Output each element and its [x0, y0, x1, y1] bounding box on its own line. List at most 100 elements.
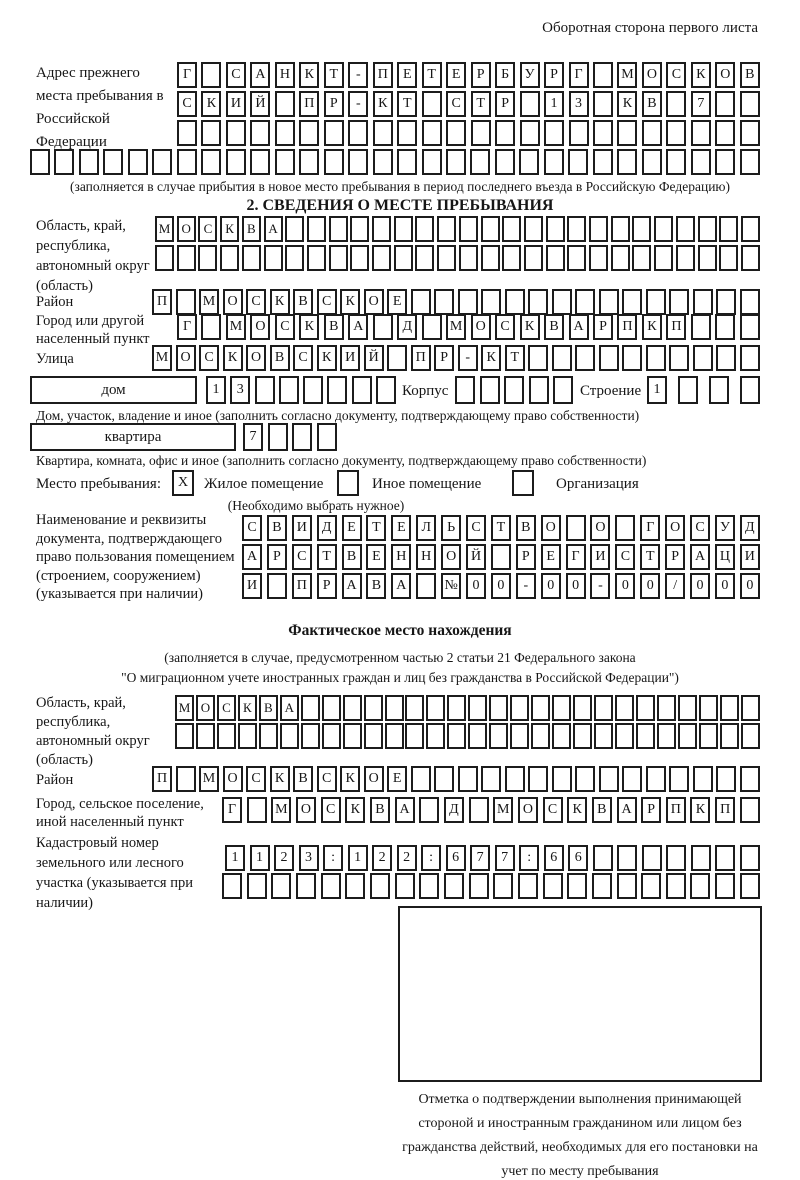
char-cell[interactable]: С — [542, 797, 563, 823]
char-cell[interactable] — [481, 766, 502, 792]
char-cell[interactable] — [127, 149, 148, 175]
char-cell[interactable] — [306, 245, 326, 271]
char-cell[interactable]: К — [237, 695, 257, 721]
char-cell[interactable] — [285, 245, 305, 271]
char-cell[interactable] — [250, 149, 271, 175]
char-cell[interactable]: : — [323, 845, 344, 871]
char-cell[interactable] — [567, 873, 588, 899]
char-cell[interactable] — [387, 345, 408, 371]
char-cell[interactable]: М — [493, 797, 514, 823]
char-cell[interactable] — [300, 695, 320, 721]
char-cell[interactable] — [220, 245, 240, 271]
char-cell[interactable] — [426, 723, 446, 749]
char-cell[interactable] — [447, 695, 467, 721]
char-cell[interactable] — [502, 216, 522, 242]
char-cell[interactable]: О — [363, 289, 384, 315]
char-cell[interactable]: А — [394, 797, 415, 823]
char-cell[interactable] — [363, 695, 383, 721]
char-cell[interactable]: С — [495, 314, 516, 340]
char-cell[interactable] — [567, 245, 587, 271]
char-cell[interactable] — [300, 723, 320, 749]
char-cell[interactable] — [455, 376, 475, 404]
char-cell[interactable] — [480, 245, 500, 271]
char-cell[interactable] — [573, 723, 593, 749]
char-cell[interactable]: - — [348, 91, 369, 117]
char-cell[interactable]: К — [269, 766, 290, 792]
char-cell[interactable] — [479, 376, 500, 404]
char-cell[interactable] — [543, 149, 564, 175]
char-cell[interactable] — [666, 845, 687, 871]
char-cell[interactable] — [419, 873, 440, 899]
char-cell[interactable]: - — [348, 62, 369, 88]
char-cell[interactable]: 7 — [494, 845, 515, 871]
char-cell[interactable] — [416, 573, 437, 599]
char-cell[interactable] — [678, 376, 698, 404]
char-cell[interactable] — [645, 766, 666, 792]
char-cell[interactable]: 0 — [714, 573, 735, 599]
char-cell[interactable]: Е — [341, 515, 362, 541]
char-cell[interactable] — [201, 314, 222, 340]
char-cell[interactable] — [698, 695, 718, 721]
char-cell[interactable]: С — [316, 289, 337, 315]
char-cell[interactable] — [519, 91, 540, 117]
char-cell[interactable]: Е — [366, 544, 387, 570]
char-cell[interactable] — [719, 723, 739, 749]
char-cell[interactable] — [715, 120, 736, 146]
char-cell[interactable]: 0 — [490, 573, 511, 599]
char-cell[interactable] — [692, 766, 713, 792]
char-cell[interactable] — [481, 289, 502, 315]
char-cell[interactable]: Г — [640, 515, 661, 541]
char-cell[interactable] — [225, 149, 246, 175]
char-cell[interactable] — [622, 766, 643, 792]
char-cell[interactable] — [617, 845, 638, 871]
char-cell[interactable] — [250, 120, 271, 146]
char-cell[interactable] — [434, 766, 455, 792]
char-cell[interactable] — [690, 845, 711, 871]
char-cell[interactable] — [740, 376, 760, 404]
char-cell[interactable]: 3 — [298, 845, 319, 871]
char-cell[interactable] — [175, 723, 194, 749]
char-cell[interactable] — [216, 723, 236, 749]
char-cell[interactable]: С — [291, 544, 312, 570]
char-cell[interactable] — [222, 873, 242, 899]
char-cell[interactable] — [393, 245, 413, 271]
char-cell[interactable]: К — [201, 91, 222, 117]
char-cell[interactable]: К — [690, 797, 711, 823]
char-cell[interactable]: Г — [222, 797, 242, 823]
char-cell[interactable]: О — [222, 289, 243, 315]
char-cell[interactable] — [715, 314, 736, 340]
char-cell[interactable] — [510, 723, 530, 749]
char-cell[interactable] — [669, 289, 690, 315]
char-cell[interactable]: С — [199, 345, 220, 371]
char-cell[interactable] — [632, 245, 652, 271]
char-cell[interactable] — [610, 216, 630, 242]
char-cell[interactable]: И — [291, 515, 312, 541]
char-cell[interactable] — [345, 873, 366, 899]
char-cell[interactable] — [78, 149, 99, 175]
char-cell[interactable] — [397, 149, 418, 175]
char-cell[interactable] — [709, 376, 729, 404]
char-cell[interactable] — [528, 766, 549, 792]
char-cell[interactable]: К — [299, 314, 320, 340]
char-cell[interactable] — [692, 289, 713, 315]
char-cell[interactable]: В — [341, 544, 362, 570]
char-cell[interactable]: Й — [250, 91, 271, 117]
char-cell[interactable]: Р — [495, 91, 516, 117]
char-cell[interactable] — [622, 289, 643, 315]
char-cell[interactable] — [489, 723, 509, 749]
char-cell[interactable] — [669, 766, 690, 792]
char-cell[interactable] — [103, 149, 124, 175]
char-cell[interactable]: 1 — [225, 845, 245, 871]
char-cell[interactable] — [519, 149, 540, 175]
char-cell[interactable]: - — [457, 345, 478, 371]
char-cell[interactable] — [528, 345, 549, 371]
char-cell[interactable] — [739, 120, 760, 146]
char-cell[interactable] — [421, 314, 442, 340]
char-cell[interactable] — [320, 873, 341, 899]
char-cell[interactable] — [739, 797, 760, 823]
char-cell[interactable]: О — [517, 797, 538, 823]
char-cell[interactable] — [568, 120, 589, 146]
char-cell[interactable] — [528, 376, 549, 404]
char-cell[interactable] — [517, 873, 538, 899]
char-cell[interactable] — [457, 289, 478, 315]
